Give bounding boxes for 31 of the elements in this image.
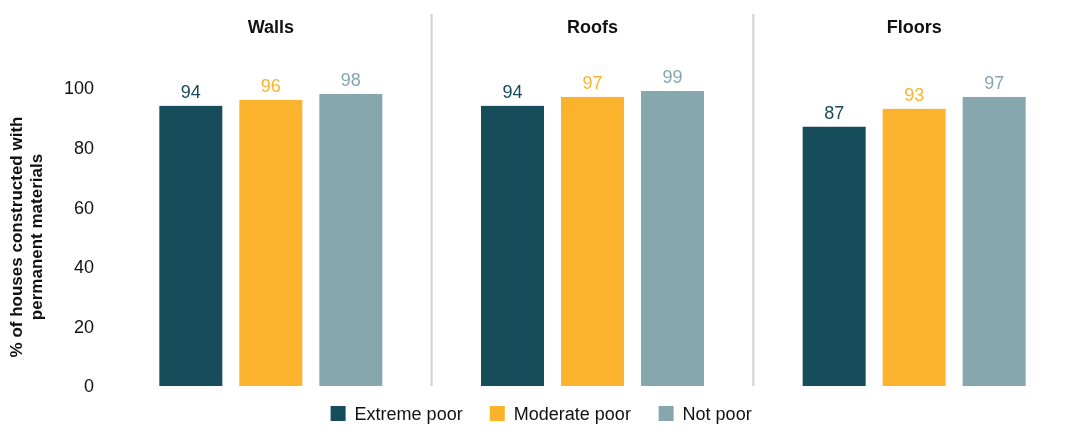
y-tick-label: 60 xyxy=(73,197,94,218)
x-tick-label: Walls xyxy=(247,17,295,37)
y-tick-label: 100 xyxy=(63,78,94,99)
data-label: 94 xyxy=(502,81,523,102)
data-label: 97 xyxy=(984,72,1005,93)
legend-label: Moderate poor xyxy=(513,404,631,424)
y-tick-label: 20 xyxy=(73,316,94,337)
bar xyxy=(962,96,1026,386)
data-label: 87 xyxy=(824,102,845,123)
x-tick-label: Floors xyxy=(886,17,942,37)
bar xyxy=(481,105,544,386)
data-label: 99 xyxy=(662,66,683,87)
legend-label: Extreme poor xyxy=(354,404,463,424)
x-tick-label: Roofs xyxy=(567,17,618,37)
y-tick-label: 80 xyxy=(73,137,94,158)
bar xyxy=(239,99,303,386)
bar xyxy=(159,105,223,386)
bar xyxy=(319,93,383,386)
data-label: 97 xyxy=(582,72,603,93)
y-tick-label: 40 xyxy=(73,257,94,278)
data-label: 94 xyxy=(180,81,201,102)
y-tick-label: 0 xyxy=(83,376,94,397)
bar xyxy=(802,126,866,386)
data-label: 93 xyxy=(904,84,925,105)
y-axis-title: % of houses constructed with permanent materials xyxy=(7,116,46,358)
data-label: 96 xyxy=(260,75,281,96)
bar xyxy=(561,96,624,386)
data-label: 98 xyxy=(340,69,361,90)
bar xyxy=(882,108,946,386)
legend-label: Not poor xyxy=(682,404,752,424)
bar xyxy=(641,90,704,386)
